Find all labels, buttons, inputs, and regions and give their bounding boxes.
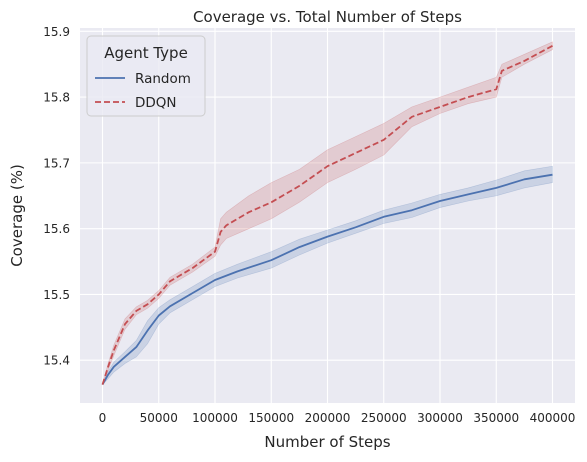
- legend: Agent Type Random DDQN: [86, 35, 206, 117]
- band-random: [102, 165, 553, 385]
- legend-entry-ddqn: DDQN: [135, 95, 177, 111]
- grid-lines: [80, 28, 575, 403]
- legend-box: [86, 35, 206, 117]
- y-tick-label: 15.4: [43, 354, 70, 368]
- y-tick-label: 15.9: [43, 25, 70, 39]
- y-tick-label: 15.8: [43, 91, 70, 105]
- x-tick-label: 250000: [361, 411, 407, 425]
- x-tick-label: 100000: [192, 411, 238, 425]
- x-tick-labels: 0 50000 100000 150000 200000 250000 300000 3500…: [99, 411, 576, 425]
- series-line-random: [101, 173, 553, 386]
- x-tick-label: 300000: [417, 411, 463, 425]
- x-tick-label: 50000: [140, 411, 178, 425]
- band-ddqn: [102, 41, 553, 385]
- y-tick-label: 15.7: [43, 156, 70, 170]
- y-axis-label: Coverage (%): [8, 164, 26, 267]
- chart-title: Coverage vs. Total Number of Steps: [193, 8, 462, 26]
- legend-title: Agent Type: [104, 44, 188, 62]
- x-tick-label: 350000: [473, 411, 519, 425]
- x-tick-label: 0: [99, 411, 107, 425]
- y-tick-labels: 15.4 15.5 15.6 15.7 15.8 15.9: [43, 25, 70, 368]
- x-axis-label: Number of Steps: [264, 433, 390, 451]
- x-tick-label: 150000: [248, 411, 294, 425]
- y-tick-label: 15.5: [43, 288, 70, 302]
- x-tick-label: 400000: [530, 411, 576, 425]
- x-tick-label: 200000: [305, 411, 351, 425]
- legend-entry-random: Random: [135, 71, 191, 87]
- y-tick-label: 15.6: [43, 222, 70, 236]
- series-lines: [101, 45, 553, 386]
- series-line-ddqn: [101, 45, 553, 385]
- confidence-bands: [102, 41, 553, 385]
